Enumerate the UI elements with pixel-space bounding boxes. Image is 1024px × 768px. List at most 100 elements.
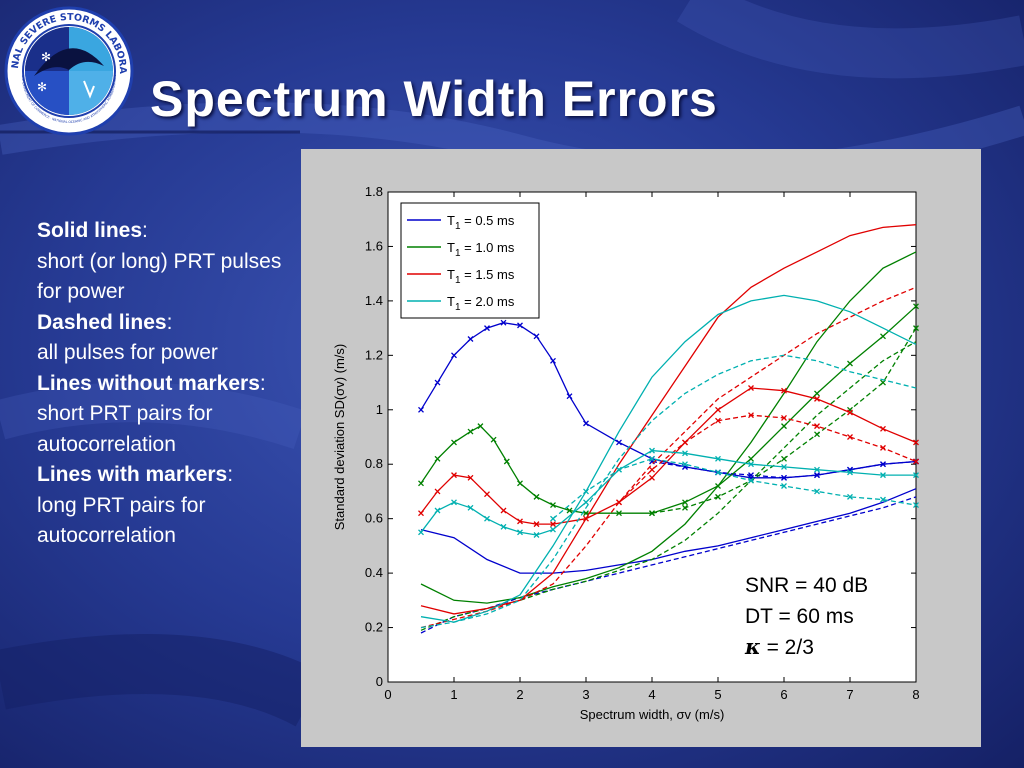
data-point-marker bbox=[814, 488, 820, 495]
line-style-notes: Solid lines: short (or long) PRT pulses f… bbox=[37, 216, 287, 552]
data-point-marker bbox=[517, 322, 523, 329]
data-point-marker bbox=[814, 423, 820, 430]
series-line-t1-2.0-solid bbox=[420, 294, 917, 623]
data-point-marker bbox=[500, 507, 507, 514]
series-line-t1-1.0-solid-markers bbox=[420, 305, 917, 514]
data-point-marker bbox=[748, 385, 754, 391]
data-point-marker bbox=[616, 510, 622, 517]
series-line-t1-1.0-solid bbox=[420, 251, 917, 604]
data-point-marker bbox=[566, 393, 573, 400]
y-tick-label: 0.2 bbox=[365, 620, 383, 635]
data-point-marker bbox=[451, 439, 457, 446]
data-point-marker bbox=[880, 461, 886, 468]
kappa-value: = 2/3 bbox=[760, 636, 814, 659]
data-point-marker bbox=[814, 395, 820, 402]
data-point-marker bbox=[550, 521, 556, 528]
series-line-t1-1.5-dashed-markers bbox=[618, 414, 917, 503]
data-point-marker bbox=[451, 472, 457, 479]
note-head: Dashed lines bbox=[37, 310, 167, 334]
legend-label: T1 = 1.5 ms bbox=[447, 267, 515, 286]
data-point-marker bbox=[748, 455, 754, 462]
series-line-t1-1.5-solid bbox=[420, 224, 917, 615]
data-point-marker bbox=[682, 461, 688, 468]
data-point-marker bbox=[913, 458, 919, 465]
data-point-marker bbox=[847, 409, 853, 416]
dt-label: DT = 60 ms bbox=[745, 604, 854, 628]
y-axis-label: Standard deviation SD(σv) (m/s) bbox=[332, 344, 347, 530]
data-point-marker bbox=[490, 436, 497, 443]
data-point-marker bbox=[517, 529, 523, 536]
data-point-marker bbox=[748, 477, 754, 484]
note-body: short PRT pairs for autocorrelation bbox=[37, 402, 213, 456]
x-tick-label: 0 bbox=[384, 687, 391, 702]
data-point-marker bbox=[715, 483, 721, 489]
data-point-marker bbox=[913, 472, 919, 479]
y-tick-label: 0.4 bbox=[365, 565, 383, 580]
data-point-marker bbox=[814, 390, 820, 397]
data-point-marker bbox=[550, 502, 556, 509]
x-axis-label: Spectrum width, σv (m/s) bbox=[580, 707, 725, 722]
series-line-t1-2.0-dashed bbox=[420, 354, 917, 629]
data-point-marker bbox=[418, 480, 424, 487]
y-tick-label: 1.4 bbox=[365, 293, 383, 308]
data-point-marker bbox=[781, 463, 787, 470]
data-point-marker bbox=[781, 414, 787, 421]
data-point-marker bbox=[847, 493, 853, 500]
data-point-marker bbox=[517, 480, 523, 487]
snr-label: SNR = 40 dB bbox=[745, 574, 869, 597]
x-tick-label: 1 bbox=[450, 687, 457, 702]
x-tick-label: 7 bbox=[846, 687, 853, 702]
note-body: all pulses for power bbox=[37, 341, 218, 364]
data-point-marker bbox=[781, 423, 787, 430]
y-tick-label: 1.6 bbox=[365, 238, 383, 253]
data-point-marker bbox=[748, 412, 754, 419]
y-tick-label: 1.2 bbox=[365, 347, 383, 362]
x-tick-label: 8 bbox=[912, 687, 919, 702]
data-point-marker bbox=[550, 526, 556, 533]
data-point-marker bbox=[880, 444, 886, 451]
note-body: long PRT pairs for autocorrelation bbox=[37, 493, 206, 548]
data-point-marker bbox=[467, 336, 474, 342]
data-point-marker bbox=[500, 523, 507, 530]
legend-box bbox=[400, 202, 540, 319]
svg-text:✻: ✻ bbox=[37, 80, 47, 94]
y-tick-label: 0.8 bbox=[365, 456, 383, 471]
kappa-symbol: κ bbox=[745, 634, 761, 659]
series-line-t1-0.5-dashed-markers bbox=[651, 460, 917, 479]
y-tick-label: 1 bbox=[376, 402, 383, 417]
data-point-marker bbox=[484, 515, 490, 522]
data-point-marker bbox=[748, 472, 754, 479]
data-point-marker bbox=[913, 439, 919, 446]
data-point-marker bbox=[880, 379, 886, 386]
data-point-marker bbox=[814, 472, 820, 479]
data-point-marker bbox=[434, 455, 441, 462]
x-tick-label: 5 bbox=[714, 687, 721, 702]
data-point-marker bbox=[748, 461, 754, 468]
data-point-marker bbox=[434, 507, 441, 514]
data-point-marker bbox=[467, 428, 474, 435]
x-tick-label: 2 bbox=[516, 687, 523, 702]
data-point-marker bbox=[616, 439, 622, 446]
data-point-marker bbox=[814, 431, 820, 438]
data-point-marker bbox=[467, 504, 474, 511]
note-lines-with-markers: Lines with markers: long PRT pairs for au… bbox=[37, 463, 234, 548]
data-point-marker bbox=[583, 420, 589, 427]
data-point-marker bbox=[583, 488, 589, 495]
data-point-marker bbox=[566, 507, 573, 514]
x-tick-label: 4 bbox=[648, 687, 655, 702]
data-point-marker bbox=[781, 455, 787, 462]
data-point-marker bbox=[451, 352, 457, 359]
data-point-marker bbox=[503, 458, 510, 465]
data-point-marker bbox=[484, 325, 490, 332]
data-point-marker bbox=[880, 496, 886, 503]
data-point-marker bbox=[583, 499, 589, 506]
data-point-marker bbox=[682, 439, 688, 446]
data-point-marker bbox=[484, 491, 490, 498]
data-point-marker bbox=[847, 360, 853, 367]
data-point-marker bbox=[682, 450, 688, 457]
note-lines-without-markers: Lines without markers: short PRT pairs fo… bbox=[37, 371, 266, 456]
data-point-marker bbox=[434, 488, 441, 495]
data-point-marker bbox=[533, 333, 540, 340]
data-point-marker bbox=[913, 502, 919, 509]
data-point-marker bbox=[781, 483, 787, 489]
